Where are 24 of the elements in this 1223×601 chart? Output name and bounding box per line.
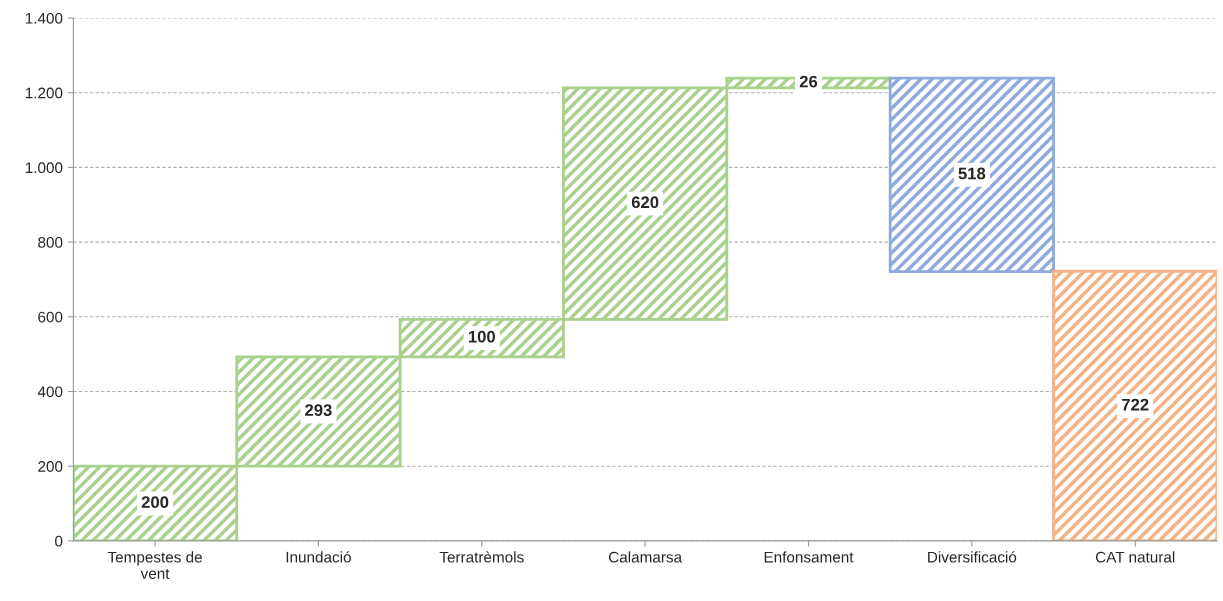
x-tick-label: Calamarsa xyxy=(608,551,683,563)
data-label: 722 xyxy=(1122,398,1149,411)
data-label: 100 xyxy=(468,330,495,343)
data-label: 293 xyxy=(305,404,332,416)
y-tick-label: 800 xyxy=(38,236,63,248)
data-label: 26 xyxy=(799,75,818,88)
bar xyxy=(1052,269,1217,541)
y-tick-label: 1.000 xyxy=(25,162,63,174)
x-tick-label: Diversificació xyxy=(928,551,1017,563)
data-label: 518 xyxy=(958,167,986,180)
y-tick-label: 200 xyxy=(38,461,63,472)
x-tick-label: CAT natural xyxy=(1095,551,1175,563)
x-tick-label: Terratrèmols xyxy=(439,551,524,563)
y-tick-label: 1.400 xyxy=(25,12,63,24)
data-label: 200 xyxy=(141,496,169,509)
y-tick-label: 600 xyxy=(38,311,63,323)
y-tick-label: 1.200 xyxy=(25,87,63,99)
y-tick-label: 400 xyxy=(37,386,63,398)
bar xyxy=(888,76,1055,274)
x-tick-label: Enfonsament xyxy=(764,551,854,563)
data-label: 620 xyxy=(631,196,659,209)
y-tick-label: 0 xyxy=(55,535,63,547)
x-tick-label: Inundació xyxy=(286,551,351,563)
x-tick-label: Tempestes de vent xyxy=(107,551,202,579)
